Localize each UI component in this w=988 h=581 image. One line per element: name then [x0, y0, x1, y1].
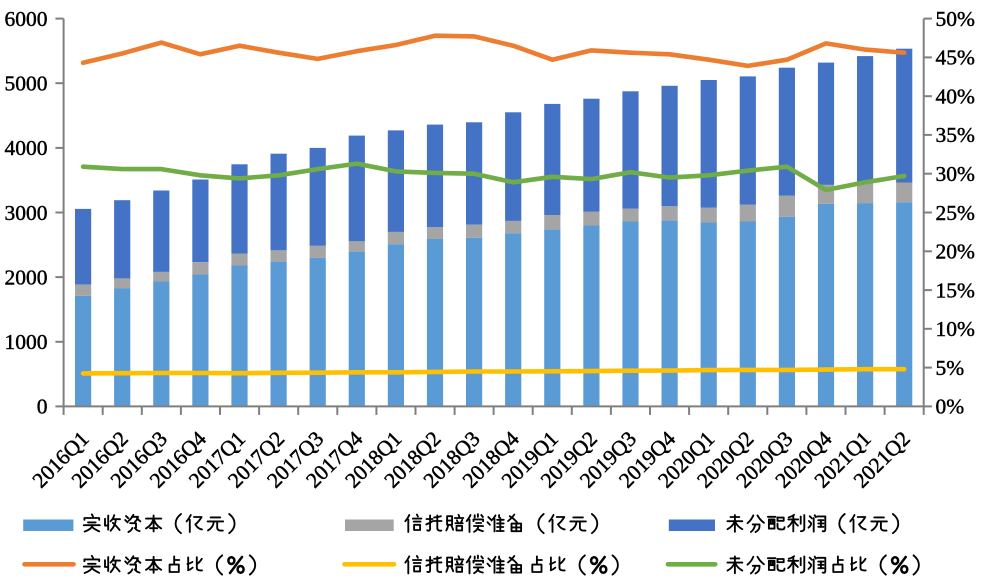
svg-text:50%: 50% [936, 7, 976, 31]
svg-text:20%: 20% [936, 240, 976, 264]
svg-text:4000: 4000 [5, 136, 48, 160]
svg-text:35%: 35% [936, 123, 976, 147]
svg-text:6000: 6000 [5, 7, 48, 31]
svg-text:1000: 1000 [5, 330, 48, 354]
svg-text:15%: 15% [936, 278, 976, 302]
svg-text:5000: 5000 [5, 72, 48, 96]
svg-text:2000: 2000 [5, 265, 48, 289]
svg-text:40%: 40% [936, 85, 976, 109]
svg-text:0%: 0% [936, 395, 965, 419]
svg-text:0: 0 [37, 395, 48, 419]
svg-text:5%: 5% [936, 356, 965, 380]
svg-text:3000: 3000 [5, 201, 48, 225]
svg-text:45%: 45% [936, 46, 976, 70]
svg-text:10%: 10% [936, 317, 976, 341]
svg-text:25%: 25% [936, 201, 976, 225]
svg-text:30%: 30% [936, 162, 976, 186]
